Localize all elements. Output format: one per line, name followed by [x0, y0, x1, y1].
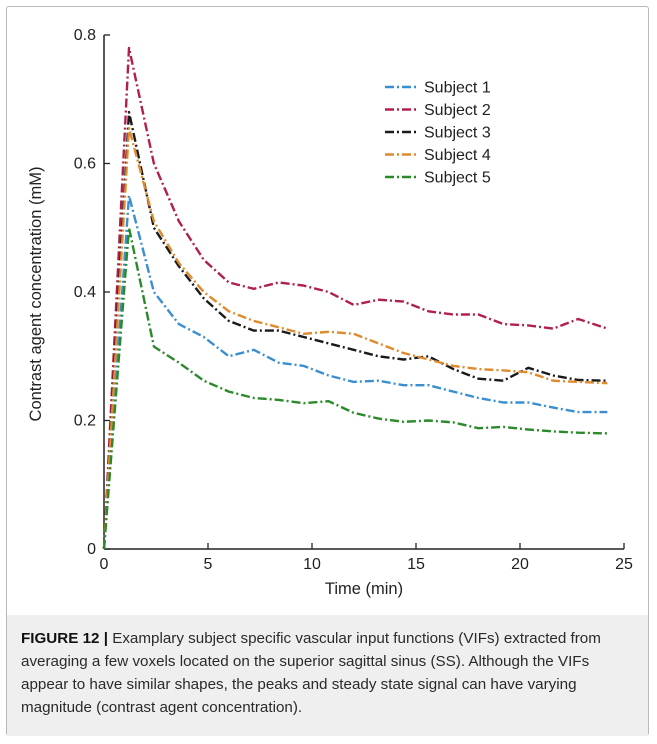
- series-line-3: [102, 110, 608, 550]
- series-line-5: [102, 226, 608, 550]
- y-tick-label: 0.2: [74, 413, 96, 430]
- x-tick-label: 10: [303, 556, 321, 573]
- series-line-1: [102, 194, 608, 550]
- x-tick-label: 5: [204, 556, 213, 573]
- legend-label-5: Subject 5: [424, 170, 491, 187]
- y-tick-label: 0: [87, 541, 96, 558]
- legend-label-3: Subject 3: [424, 125, 491, 142]
- x-tick-label: 0: [100, 556, 109, 573]
- x-tick-label: 25: [615, 556, 633, 573]
- y-tick-label: 0.4: [74, 284, 96, 301]
- figure-caption: FIGURE 12 | Examplary subject specific v…: [7, 615, 648, 736]
- line-chart: 0 5 10 15 20 25 0 0.2 0.4 0.6 0.8 Time (min) Contras…: [27, 27, 633, 598]
- x-axis-label: Time (min): [325, 580, 403, 598]
- series-line-4: [102, 126, 608, 550]
- x-tick-label: 15: [407, 556, 425, 573]
- y-axis-label: Contrast agent concentration (mM): [27, 167, 45, 422]
- x-tick-label: 20: [511, 556, 529, 573]
- y-tick-label: 0.6: [74, 156, 96, 173]
- caption-text: Examplary subject specific vascular inpu…: [21, 630, 601, 716]
- series-line-2: [102, 46, 608, 550]
- chart-area: 0 5 10 15 20 25 0 0.2 0.4 0.6 0.8 Time (min) Contras…: [7, 7, 648, 615]
- legend-label-4: Subject 4: [424, 147, 491, 164]
- figure-card: 0 5 10 15 20 25 0 0.2 0.4 0.6 0.8 Time (min) Contras…: [6, 6, 649, 736]
- legend-label-1: Subject 1: [424, 80, 491, 97]
- legend-label-2: Subject 2: [424, 102, 491, 119]
- caption-label: FIGURE 12 |: [21, 630, 108, 647]
- y-tick-label: 0.8: [74, 27, 96, 44]
